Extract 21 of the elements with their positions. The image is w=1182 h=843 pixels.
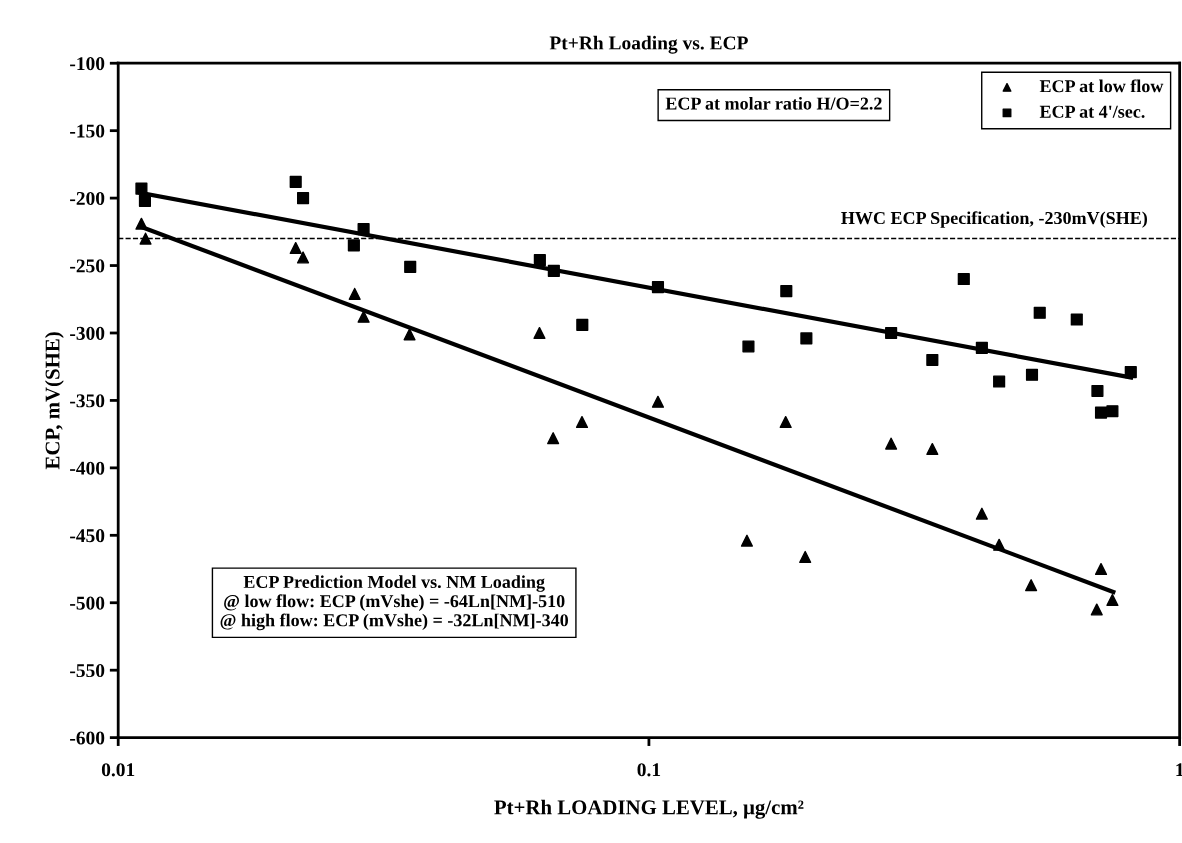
annotation: ECP at molar ratio H/O=2.2 (665, 96, 882, 110)
y-tick-label: -350 (70, 394, 105, 408)
y-tick-label: -200 (70, 191, 105, 206)
y-tick-label: -500 (70, 596, 105, 610)
y-axis-title: ECP, mV(SHE) (44, 332, 64, 470)
y-tick-label: -300 (70, 326, 105, 340)
x-tick-label: 0.1 (637, 763, 661, 777)
y-tick-label: -550 (70, 664, 105, 678)
y-tick-label: -600 (70, 731, 105, 745)
x-axis-title: Pt+Rh LOADING LEVEL, μg/cm² (494, 799, 804, 819)
ref-line-label: HWC ECP Specification, -230mV(SHE) (841, 211, 1148, 228)
annotation: ECP Prediction Model vs. NM Loading @ low flow: ECP (mVshe) = -64Ln[NM]-510 @ high flow: ECP (mVshe) = -32Ln[NM]-340 (220, 575, 569, 631)
legend-label: ECP at low flow (1039, 79, 1164, 93)
chart-title: Pt+Rh Loading vs. ECP (549, 35, 748, 54)
legend-label: ECP at 4'/sec. (1039, 105, 1145, 118)
x-tick-label: 0.01 (101, 763, 135, 777)
y-tick-label: -400 (70, 461, 105, 475)
y-tick-label: -450 (70, 529, 105, 543)
y-tick-label: -250 (70, 259, 105, 273)
y-tick-label: -150 (70, 124, 105, 138)
y-tick-label: -100 (70, 57, 105, 71)
